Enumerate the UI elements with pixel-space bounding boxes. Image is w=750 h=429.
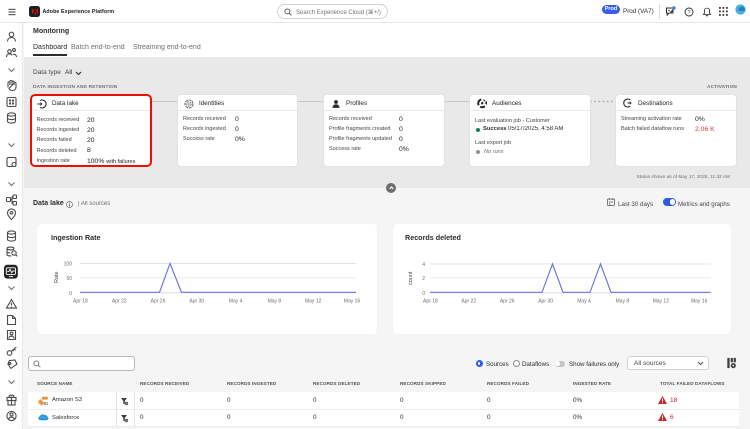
- svg-text:Records deleted: Records deleted: [405, 233, 461, 242]
- svg-text:Ingestion Rate: Ingestion Rate: [51, 233, 101, 242]
- svg-text:May 8: May 8: [268, 299, 282, 305]
- svg-text:May 16: May 16: [344, 299, 361, 305]
- svg-text:May 8: May 8: [616, 299, 630, 305]
- svg-text:Apr 22: Apr 22: [112, 299, 127, 305]
- svg-text:Apr 30: Apr 30: [538, 299, 553, 305]
- svg-text:Apr 22: Apr 22: [461, 299, 476, 305]
- svg-text:Apr 26: Apr 26: [151, 299, 166, 305]
- svg-text:May 4: May 4: [229, 299, 243, 305]
- svg-text:May 12: May 12: [305, 299, 322, 305]
- svg-text:Apr 18: Apr 18: [73, 299, 88, 305]
- svg-text:4: 4: [422, 262, 425, 268]
- svg-text:2: 2: [422, 276, 425, 282]
- svg-text:Apr 26: Apr 26: [500, 299, 515, 305]
- svg-text:May 4: May 4: [577, 299, 591, 305]
- svg-text:50: 50: [66, 276, 72, 282]
- svg-text:⊘: ⊘: [125, 401, 128, 405]
- svg-text:Apr 18: Apr 18: [423, 299, 438, 305]
- svg-text:S3: S3: [44, 401, 48, 406]
- svg-text:May 12: May 12: [653, 299, 670, 305]
- svg-text:?: ?: [687, 10, 690, 16]
- svg-text:Apr 30: Apr 30: [189, 299, 204, 305]
- svg-text:100: 100: [64, 262, 73, 268]
- svg-text:0: 0: [69, 291, 72, 297]
- svg-text:count: count: [408, 271, 414, 285]
- svg-text:May 16: May 16: [691, 299, 708, 305]
- svg-text:Rate: Rate: [54, 271, 60, 283]
- svg-text:⊘: ⊘: [125, 419, 128, 423]
- svg-text:0: 0: [422, 291, 425, 297]
